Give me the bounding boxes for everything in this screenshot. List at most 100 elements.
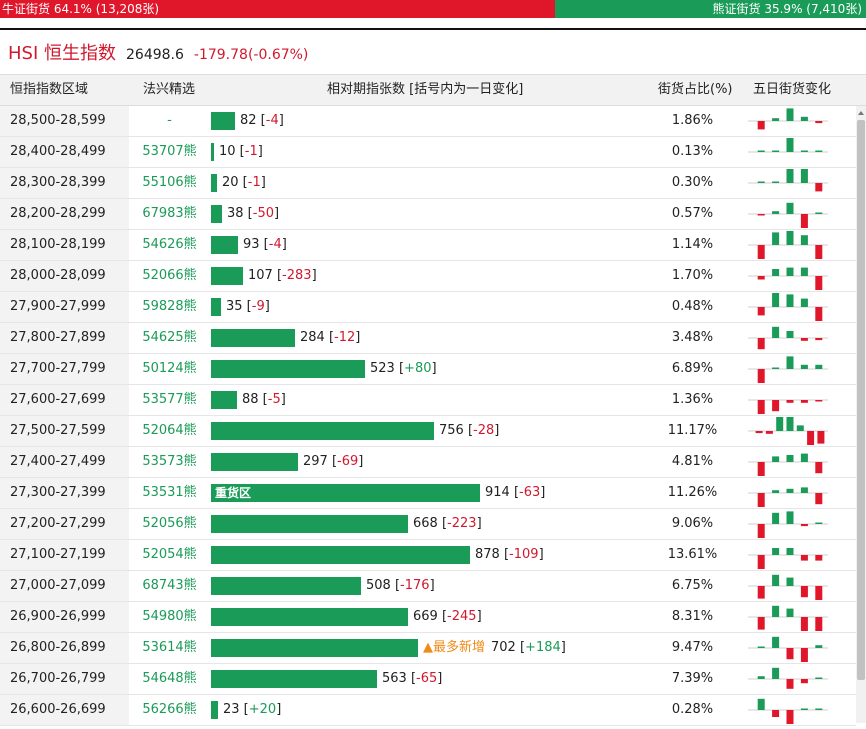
sparkline bbox=[748, 169, 828, 192]
pick-link[interactable]: 59828熊 bbox=[142, 299, 197, 314]
count-number: 88 bbox=[242, 392, 259, 407]
five-day-change-chart bbox=[748, 354, 828, 384]
pick-link[interactable]: 53573熊 bbox=[142, 454, 197, 469]
range-cell: 26,600-26,699 bbox=[0, 695, 129, 725]
pick-link[interactable]: 50124熊 bbox=[142, 361, 197, 376]
five-day-change-chart bbox=[748, 106, 828, 136]
sparkline bbox=[748, 667, 828, 689]
sparkline-bar bbox=[800, 150, 808, 152]
pick-link[interactable]: 52054熊 bbox=[142, 547, 197, 562]
count-bar bbox=[211, 670, 377, 688]
count-bar-cell: 107 [-283] bbox=[211, 261, 641, 291]
sparkline-bar bbox=[786, 417, 794, 431]
table-row[interactable]: 27,200-27,299 52056熊 668 [-223] 9.06% bbox=[0, 509, 856, 540]
pick-link[interactable]: 53531熊 bbox=[142, 485, 197, 500]
five-day-change-chart bbox=[748, 478, 828, 508]
header-pick[interactable]: 法兴精选 bbox=[143, 82, 196, 97]
pick-link[interactable]: 54980熊 bbox=[142, 609, 197, 624]
pick-link[interactable]: 52056熊 bbox=[142, 516, 197, 531]
range-cell: 27,800-27,899 bbox=[0, 323, 129, 353]
pick-link[interactable]: 54625熊 bbox=[142, 330, 197, 345]
count-value: 878 [-109] bbox=[475, 547, 544, 562]
count-bar bbox=[211, 608, 408, 626]
count-value: 563 [-65] bbox=[382, 671, 443, 686]
count-bar-cell: 669 [-245] bbox=[211, 602, 641, 632]
table-row[interactable]: 27,100-27,199 52054熊 878 [-109] 13.61% bbox=[0, 540, 856, 571]
count-value: 756 [-28] bbox=[439, 423, 500, 438]
sparkline-bar bbox=[757, 646, 765, 648]
pick-link[interactable]: 52066熊 bbox=[142, 268, 197, 283]
bear-ratio-segment: 熊证街货 35.9% (7,410张) bbox=[555, 0, 866, 18]
count-bar-cell: 523 [+80] bbox=[211, 354, 641, 384]
sparkline-bar bbox=[757, 181, 765, 183]
count-value: 88 [-5] bbox=[242, 392, 286, 407]
sparkline-bar bbox=[765, 431, 773, 434]
table-row[interactable]: 26,900-26,999 54980熊 669 [-245] 8.31% bbox=[0, 602, 856, 633]
sparkline-bar bbox=[786, 548, 794, 555]
pick-link[interactable]: 53614熊 bbox=[142, 640, 197, 655]
sparkline-bar bbox=[815, 555, 823, 561]
table-row[interactable]: 27,400-27,499 53573熊 297 [-69] 4.81% bbox=[0, 447, 856, 478]
table-row[interactable]: 28,500-28,599 - 82 [-4] 1.86% bbox=[0, 106, 856, 137]
sparkline-bar bbox=[800, 586, 808, 598]
pick-link[interactable]: 53707熊 bbox=[142, 144, 197, 159]
five-day-change-chart bbox=[748, 509, 828, 539]
sparkline bbox=[748, 202, 828, 228]
table-row[interactable]: 27,500-27,599 52064熊 756 [-28] 11.17% bbox=[0, 416, 856, 447]
header-pct[interactable]: 街货占比(%) bbox=[658, 82, 733, 97]
table-row[interactable]: 27,600-27,699 53577熊 88 [-5] 1.36% bbox=[0, 385, 856, 416]
sparkline-bar bbox=[786, 202, 794, 214]
table-row[interactable]: 28,000-28,099 52066熊 107 [-283] 1.70% bbox=[0, 261, 856, 292]
table-row[interactable]: 28,100-28,199 54626熊 93 [-4] 1.14% bbox=[0, 230, 856, 261]
pick-link[interactable]: 53577熊 bbox=[142, 392, 197, 407]
count-number: 669 bbox=[413, 609, 438, 624]
table-row[interactable]: 27,800-27,899 54625熊 284 [-12] 3.48% bbox=[0, 323, 856, 354]
table-row[interactable]: 26,600-26,699 56266熊 23 [+20] 0.28% bbox=[0, 695, 856, 726]
scrollbar[interactable] bbox=[856, 106, 866, 723]
table-row[interactable]: 28,400-28,499 53707熊 10 [-1] 0.13% bbox=[0, 137, 856, 168]
sparkline-bar bbox=[786, 267, 794, 276]
five-day-change-chart bbox=[748, 137, 828, 167]
pick-link[interactable]: 55106熊 bbox=[142, 175, 197, 190]
count-bar-cell: 284 [-12] bbox=[211, 323, 641, 353]
count-number: 702 bbox=[491, 640, 516, 655]
table-row[interactable]: 26,700-26,799 54648熊 563 [-65] 7.39% bbox=[0, 664, 856, 695]
count-bar bbox=[211, 701, 218, 719]
pick-link[interactable]: 56266熊 bbox=[142, 702, 197, 717]
sparkline-bar bbox=[786, 648, 794, 660]
table-row[interactable]: 27,300-27,399 53531熊 重货区 914 [-63] 11.26% bbox=[0, 478, 856, 509]
sparkline-bar bbox=[815, 183, 823, 192]
header-bar[interactable]: 相对期指张数 [括号内为一日变化] bbox=[327, 82, 524, 97]
sparkline-bar bbox=[772, 367, 780, 369]
table-row[interactable]: 28,300-28,399 55106熊 20 [-1] 0.30% bbox=[0, 168, 856, 199]
daily-change: -69 bbox=[337, 454, 359, 469]
header-spark[interactable]: 五日街货变化 bbox=[753, 82, 832, 97]
pick-link[interactable]: 54648熊 bbox=[142, 671, 197, 686]
count-number: 35 bbox=[226, 299, 243, 314]
pick-link[interactable]: 67983熊 bbox=[142, 206, 197, 221]
percent-cell: 13.61% bbox=[667, 547, 718, 562]
count-bar-cell: 35 [-9] bbox=[211, 292, 641, 322]
sparkline-bar bbox=[786, 108, 794, 121]
header-range[interactable]: 恒指指数区域 bbox=[10, 82, 89, 97]
table-row[interactable]: 27,000-27,099 68743熊 508 [-176] 6.75% bbox=[0, 571, 856, 602]
scrollbar-thumb[interactable] bbox=[857, 120, 865, 680]
pick-link[interactable]: 54626熊 bbox=[142, 237, 197, 252]
scroll-up-arrow-icon[interactable] bbox=[856, 108, 866, 118]
table-row[interactable]: 27,900-27,999 59828熊 35 [-9] 0.48% bbox=[0, 292, 856, 323]
sparkline-bar bbox=[786, 577, 794, 586]
sparkline-bar bbox=[772, 118, 780, 121]
table-row[interactable]: 26,800-26,899 53614熊 ▲最多新增 702 [+184] 9.47% bbox=[0, 633, 856, 664]
count-bar-cell: 10 [-1] bbox=[211, 137, 641, 167]
daily-change: -1 bbox=[244, 144, 258, 159]
sparkline-bar bbox=[815, 150, 823, 152]
daily-change: +184 bbox=[525, 640, 561, 655]
table-row[interactable]: 28,200-28,299 67983熊 38 [-50] 0.57% bbox=[0, 199, 856, 230]
sparkline-bar bbox=[800, 267, 808, 276]
count-value: 23 [+20] bbox=[223, 702, 282, 717]
table-row[interactable]: 27,700-27,799 50124熊 523 [+80] 6.89% bbox=[0, 354, 856, 385]
pick-link[interactable]: 68743熊 bbox=[142, 578, 197, 593]
pick-link[interactable]: 52064熊 bbox=[142, 423, 197, 438]
range-cell: 27,300-27,399 bbox=[0, 478, 129, 508]
percent-cell: 3.48% bbox=[671, 330, 714, 345]
